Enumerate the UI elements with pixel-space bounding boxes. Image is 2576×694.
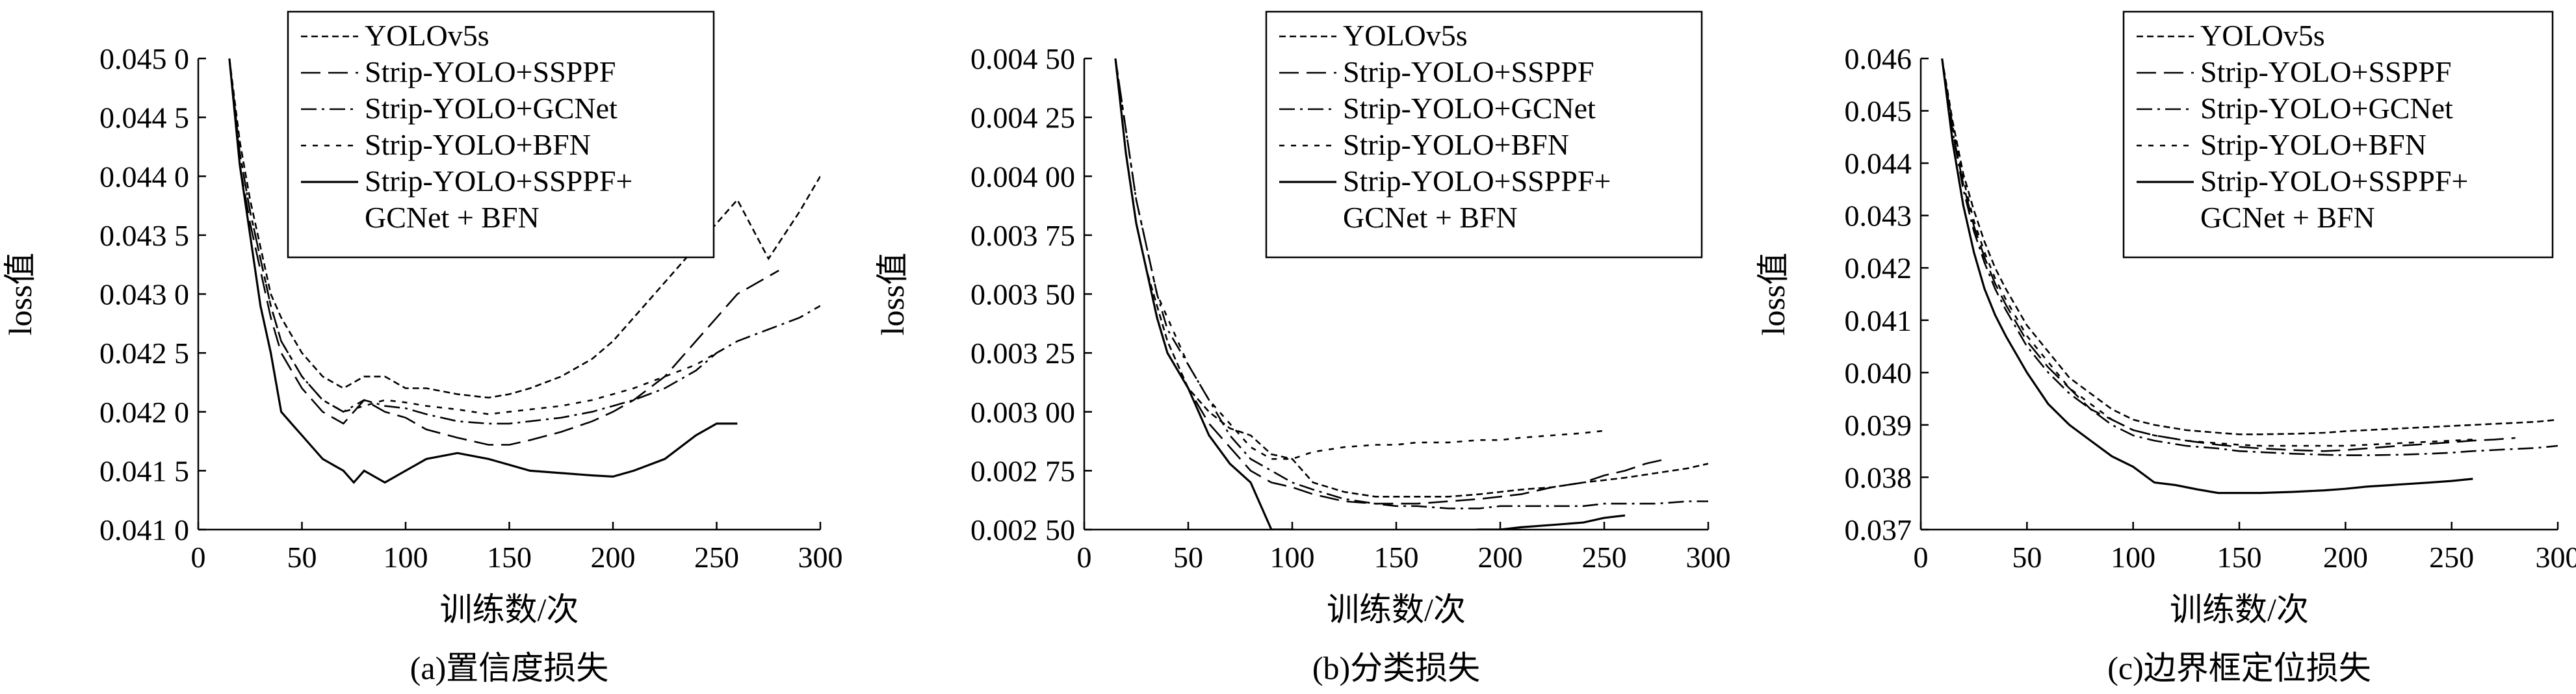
series-lines	[1114, 58, 1708, 530]
y-axis-label: loss值	[1755, 253, 1791, 336]
legend-label-3: Strip-YOLO+GCNet	[365, 92, 618, 125]
y-tick-label: 0.004 25	[970, 101, 1075, 135]
series-lines	[1941, 58, 2558, 495]
y-tick-label: 0.004 50	[970, 42, 1075, 75]
legend: YOLOv5sStrip-YOLO+SSPPFStrip-YOLO+GCNetS…	[2122, 10, 2554, 259]
x-tick-label: 100	[1270, 541, 1315, 574]
y-tick-label: 0.003 00	[970, 396, 1075, 429]
x-tick-label: 200	[591, 541, 636, 574]
legend-label-5-cont: GCNet + BFN	[2200, 201, 2375, 234]
y-tick-label: 0.044 0	[99, 160, 189, 193]
legend-label-4: Strip-YOLO+BFN	[1343, 128, 1569, 161]
y-tick-label: 0.037	[1845, 513, 1912, 546]
legend-label-4: Strip-YOLO+BFN	[2200, 128, 2426, 161]
x-tick-label: 300	[798, 541, 843, 574]
figure-caption: (a)置信度损失	[410, 650, 609, 686]
series-line-5	[1941, 58, 2473, 495]
legend-box	[287, 10, 715, 259]
y-tick-label: 0.004 00	[970, 160, 1075, 193]
y-tick-label: 0.041 0	[99, 513, 189, 546]
x-tick-label: 50	[1173, 541, 1203, 574]
y-tick-label: 0.043	[1845, 199, 1912, 233]
legend-box	[2122, 10, 2554, 259]
x-tick-label: 200	[1478, 541, 1523, 574]
x-axis-label: 训练数/次	[440, 591, 579, 628]
legend-label-5-cont: GCNet + BFN	[365, 201, 540, 234]
legend-label-2: Strip-YOLO+SSPPF	[2200, 55, 2451, 88]
y-tick-label: 0.042	[1845, 251, 1912, 285]
y-tick-label: 0.002 50	[970, 513, 1075, 546]
figure-caption: (b)分类损失	[1312, 650, 1480, 686]
x-tick-label: 100	[2111, 541, 2155, 574]
y-tick-label: 0.041	[1845, 304, 1912, 337]
series-line-1	[1941, 58, 2558, 435]
x-tick-label: 250	[2429, 541, 2474, 574]
x-tick-label: 150	[487, 541, 532, 574]
legend-label-2: Strip-YOLO+SSPPF	[365, 55, 616, 88]
legend-label-1: YOLOv5s	[1343, 19, 1468, 52]
y-tick-label: 0.038	[1845, 461, 1912, 494]
x-tick-label: 100	[384, 541, 428, 574]
legend-label-1: YOLOv5s	[365, 19, 489, 52]
legend-label-3: Strip-YOLO+GCNet	[2200, 92, 2453, 125]
legend: YOLOv5sStrip-YOLO+SSPPFStrip-YOLO+GCNetS…	[287, 10, 715, 259]
legend-label-3: Strip-YOLO+GCNet	[1343, 92, 1596, 125]
series-line-5	[1114, 58, 1626, 530]
legend-label-2: Strip-YOLO+SSPPF	[1343, 55, 1594, 88]
x-tick-label: 150	[2217, 541, 2262, 574]
series-line-5	[228, 58, 738, 484]
x-tick-label: 150	[1374, 541, 1419, 574]
x-tick-label: 300	[1686, 541, 1731, 574]
x-tick-label: 250	[1582, 541, 1627, 574]
y-tick-label: 0.044 5	[99, 101, 189, 135]
y-tick-label: 0.045	[1845, 95, 1912, 128]
x-tick-label: 250	[694, 541, 739, 574]
y-tick-label: 0.003 50	[970, 278, 1075, 311]
x-tick-label: 300	[2536, 541, 2576, 574]
series-line-4	[228, 58, 728, 415]
x-tick-label: 0	[191, 541, 206, 574]
legend-label-5: Strip-YOLO+SSPPF+	[2200, 164, 2468, 198]
legend-label-5-cont: GCNet + BFN	[1343, 201, 1518, 234]
legend-label-5: Strip-YOLO+SSPPF+	[365, 164, 632, 198]
figure-caption: (c)边界框定位损失	[2107, 650, 2371, 686]
y-tick-label: 0.002 75	[970, 454, 1075, 487]
y-axis-label: loss值	[2, 253, 38, 336]
series-line-1	[1114, 58, 1708, 498]
legend: YOLOv5sStrip-YOLO+SSPPFStrip-YOLO+GCNetS…	[1265, 10, 1703, 259]
x-tick-label: 0	[1077, 541, 1092, 574]
series-line-3	[1941, 58, 2558, 456]
legend-box	[1265, 10, 1703, 259]
y-tick-label: 0.046	[1845, 42, 1912, 75]
y-tick-label: 0.040	[1845, 356, 1912, 389]
y-tick-label: 0.042 0	[99, 396, 189, 429]
series-line-3	[1114, 58, 1708, 509]
y-tick-label: 0.003 25	[970, 337, 1075, 370]
y-tick-label: 0.039	[1845, 409, 1912, 442]
chart-b-classification-loss: 0.002 50 0.002 75 0.003 00 0.003 25 0.003 50…	[874, 10, 1731, 686]
x-tick-label: 50	[2012, 541, 2042, 574]
chart-a-confidence-loss: 0.041 0 0.041 5 0.042 0 0.042 5 0.043 0 0.043…	[2, 10, 843, 686]
x-axis-label: 训练数/次	[2170, 591, 2309, 628]
legend-label-4: Strip-YOLO+BFN	[365, 128, 591, 161]
legend-label-5: Strip-YOLO+SSPPF+	[1343, 164, 1611, 198]
legend-label-1: YOLOv5s	[2200, 19, 2325, 52]
y-axis-label: loss值	[874, 253, 911, 336]
series-line-2	[1941, 58, 2516, 452]
x-tick-label: 200	[2323, 541, 2368, 574]
y-tick-label: 0.044	[1845, 147, 1912, 180]
y-tick-label: 0.043 0	[99, 278, 189, 311]
series-line-4	[1941, 58, 2473, 447]
y-tick-label: 0.045 0	[99, 42, 189, 75]
x-axis-label: 训练数/次	[1327, 591, 1466, 628]
y-tick-label: 0.003 75	[970, 219, 1075, 252]
y-tick-label: 0.041 5	[99, 454, 189, 487]
x-tick-label: 50	[287, 541, 317, 574]
y-tick-label: 0.043 5	[99, 219, 189, 252]
y-tick-label: 0.042 5	[99, 337, 189, 370]
series-line-2	[228, 58, 779, 446]
x-tick-label: 0	[1914, 541, 1929, 574]
chart-c-bbox-localization-loss: 0.037 0.038 0.039 0.040 0.041 0.042 0.043 0.044…	[1755, 10, 2576, 686]
